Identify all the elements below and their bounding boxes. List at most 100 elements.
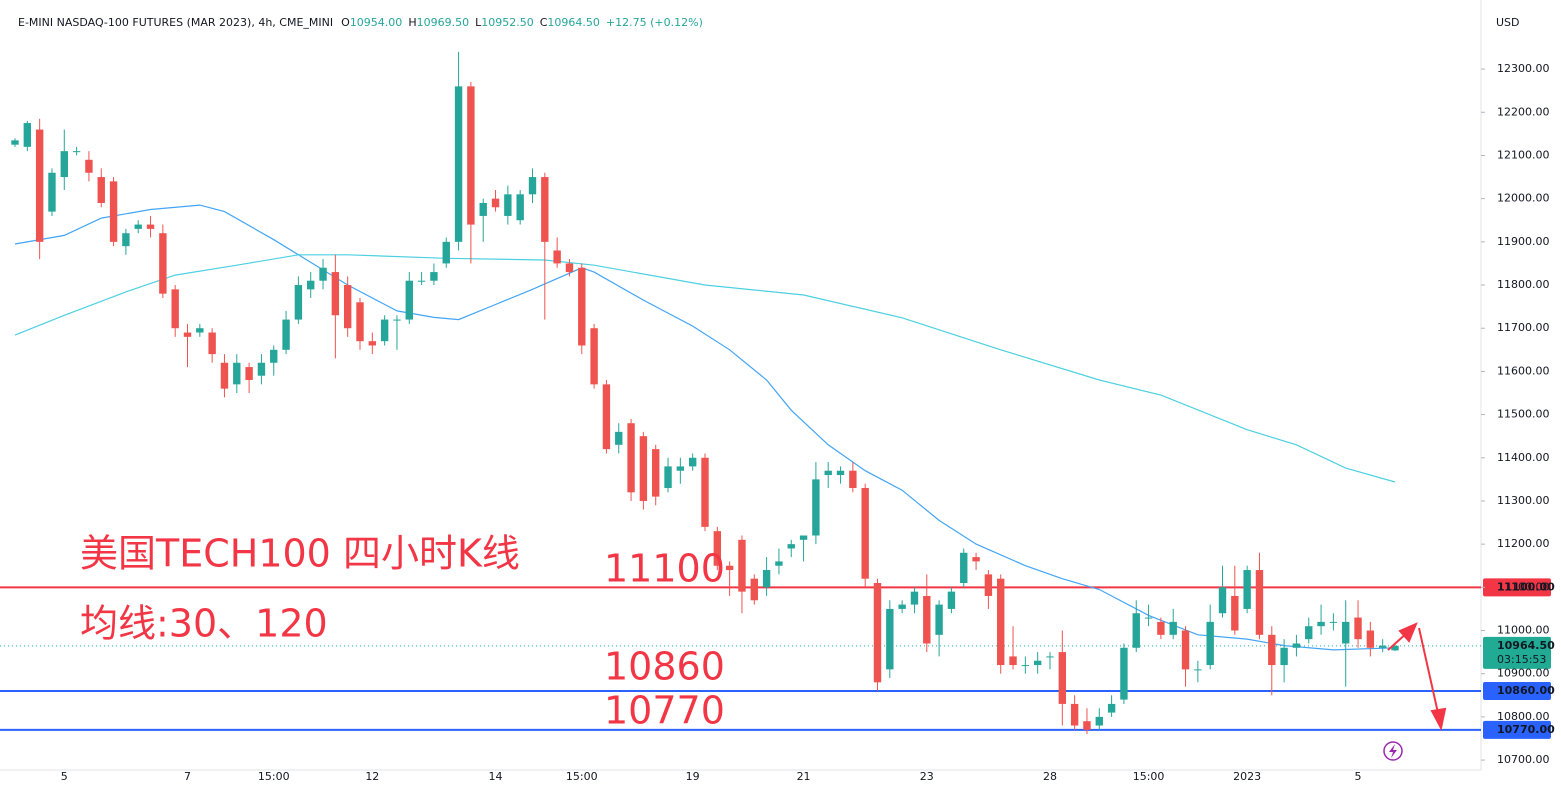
candle-body [282, 319, 290, 350]
candle-body [343, 285, 352, 329]
candle-body [1107, 703, 1116, 713]
candle-body [368, 341, 377, 346]
candle-body [1132, 613, 1140, 648]
candle-body [1231, 595, 1239, 631]
candle-body [233, 362, 241, 385]
candle-body [836, 470, 845, 476]
x-tick-label: 14 [489, 770, 503, 783]
ohlc-label: H [408, 16, 416, 29]
candle-body [947, 591, 956, 609]
candle-body [1354, 617, 1362, 640]
y-tick-label: 11700.00 [1497, 321, 1550, 334]
candle-body [134, 224, 142, 229]
candle-body [109, 181, 118, 242]
y-tick-label: 11800.00 [1497, 278, 1550, 291]
x-tick-label: 15:00 [1133, 770, 1165, 783]
candle-body [454, 86, 463, 242]
candle-body [590, 328, 598, 385]
candle-body [504, 194, 512, 216]
candle-body [393, 319, 401, 321]
currency: USD [1496, 16, 1520, 29]
moving-averages [14, 204, 1396, 651]
candles [11, 51, 1399, 735]
candle-body [713, 531, 722, 566]
candle-body [578, 267, 586, 346]
level-tag [1483, 578, 1551, 597]
ohlc-value: 10952.50 [481, 16, 534, 29]
y-tick-label: 12100.00 [1497, 148, 1550, 161]
candle-body [1169, 621, 1177, 635]
level-tag [1483, 720, 1551, 739]
annotation-title: 美国TECH100 四小时K线 [80, 532, 520, 576]
candle-body [639, 436, 648, 501]
candle-body [799, 535, 808, 540]
level-label: 10860.00 [1497, 684, 1555, 697]
candle-body [1144, 617, 1153, 619]
candle-body [849, 470, 857, 488]
candle-body [725, 565, 734, 571]
x-tick-label: 15:00 [566, 770, 598, 783]
candle-body [627, 423, 635, 493]
y-tick-label: 11400.00 [1497, 451, 1550, 464]
candle-body [923, 595, 931, 644]
candle-body [1009, 656, 1017, 666]
x-tick-label: 15:00 [258, 770, 290, 783]
x-tick-label: 5 [61, 770, 68, 783]
candle-body [873, 583, 882, 683]
y-tick-label: 11600.00 [1497, 364, 1550, 377]
candle-body [270, 349, 278, 363]
moving-average [14, 254, 1396, 483]
candle-body [208, 332, 216, 355]
candle-body [48, 172, 56, 212]
candle-body [35, 129, 44, 242]
annotation-ma: 均线:30、120 [80, 602, 328, 646]
countdown: 03:15:53 [1497, 653, 1546, 666]
candle-body [997, 578, 1005, 666]
candle-body [1083, 721, 1091, 730]
ohlc-label: C [540, 16, 548, 29]
candle-body [491, 198, 500, 208]
candle-body [331, 272, 340, 316]
candle-body [1206, 621, 1214, 666]
x-tick-label: 19 [686, 770, 700, 783]
candle-body [1181, 630, 1190, 670]
header: E-MINI NASDAQ-100 FUTURES (MAR 2023), 4h… [18, 16, 703, 29]
candle-body [762, 570, 771, 588]
candle-body [356, 302, 364, 342]
y-tick-label: 12200.00 [1497, 105, 1550, 118]
candle-body [750, 578, 758, 601]
candle-body [479, 202, 487, 216]
candle-body [1095, 716, 1103, 726]
candle-body [1391, 645, 1399, 651]
candle-body [738, 539, 746, 592]
candle-body [23, 123, 32, 147]
candle-body [652, 449, 660, 497]
y-tick-label: 11000.00 [1497, 624, 1550, 637]
alert-icon[interactable] [1383, 741, 1403, 761]
candle-body [196, 328, 204, 333]
y-tick-label: 10900.00 [1497, 667, 1550, 680]
candle-body [824, 470, 832, 476]
y-tick-label: 11200.00 [1497, 537, 1550, 550]
x-tick-label: 23 [920, 770, 934, 783]
candle-body [1255, 570, 1264, 635]
candle-body [417, 280, 426, 282]
candle-body [528, 177, 537, 195]
candle-body [1378, 645, 1387, 648]
y-tick-label: 12300.00 [1497, 62, 1550, 75]
candle-body [1342, 621, 1350, 644]
annotation-level: 11100 [604, 547, 725, 591]
candle-body [442, 241, 450, 264]
y-tick-label: 11500.00 [1497, 408, 1550, 421]
moving-average [14, 204, 1396, 651]
candle-body [245, 367, 253, 381]
y-tick-label: 11100.00 [1497, 580, 1550, 593]
candle-body [257, 362, 266, 376]
candle-body [1070, 703, 1079, 726]
candle-body [430, 272, 438, 281]
candle-body [171, 289, 179, 329]
candle-body [60, 151, 68, 178]
candle-body [319, 267, 327, 281]
